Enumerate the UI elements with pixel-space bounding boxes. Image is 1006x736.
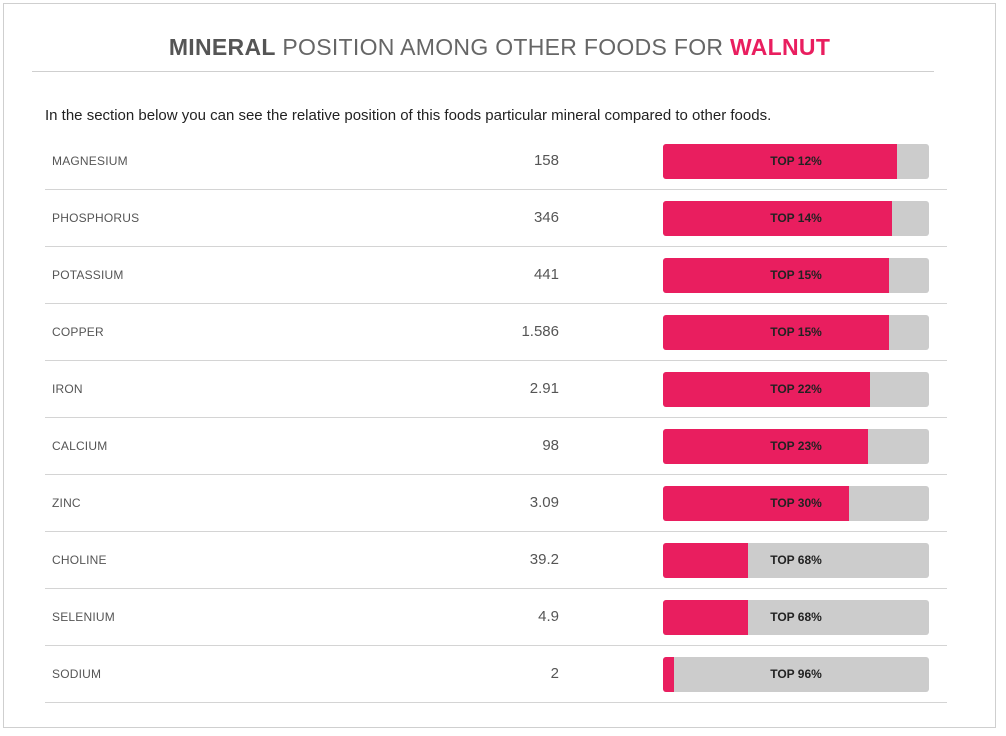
rank-bar-track: TOP 23%: [663, 429, 929, 464]
table-row: POTASSIUM 441 TOP 15%: [45, 247, 947, 304]
rank-label: TOP 15%: [770, 325, 822, 339]
mineral-list: MAGNESIUM 158 TOP 12% PHOSPHORUS 346 TOP 14% P…: [45, 133, 947, 703]
rank-label: TOP 22%: [770, 382, 822, 396]
title-divider: [32, 71, 934, 72]
table-row: CALCIUM 98 TOP 23%: [45, 418, 947, 475]
mineral-amount: 1.586: [521, 323, 559, 340]
mineral-name: SODIUM: [52, 667, 102, 681]
table-row: SODIUM 2 TOP 96%: [45, 646, 947, 703]
rank-bar-track: TOP 96%: [663, 657, 929, 692]
table-row: COPPER 1.586 TOP 15%: [45, 304, 947, 361]
mineral-amount: 158: [533, 152, 559, 169]
mineral-name: MAGNESIUM: [52, 154, 128, 168]
rank-label: TOP 68%: [770, 553, 822, 567]
mineral-card: MINERAL POSITION AMONG OTHER FOODS FOR W…: [3, 3, 996, 728]
rank-bar-fill: [663, 486, 850, 521]
table-row: MAGNESIUM 158 TOP 12%: [45, 133, 947, 190]
rank-label: TOP 30%: [770, 496, 822, 510]
mineral-name: SELENIUM: [52, 610, 115, 624]
rank-bar-fill: [663, 372, 871, 407]
mineral-name: COPPER: [52, 325, 104, 339]
rank-label: TOP 15%: [770, 268, 822, 282]
rank-bar-track: TOP 68%: [663, 543, 929, 578]
rank-bar-track: TOP 68%: [663, 600, 929, 635]
rank-label: TOP 68%: [770, 610, 822, 624]
table-row: ZINC 3.09 TOP 30%: [45, 475, 947, 532]
mineral-name: ZINC: [52, 496, 81, 510]
rank-bar-fill: [663, 144, 898, 179]
rank-label: TOP 96%: [770, 667, 822, 681]
rank-bar-fill: [663, 201, 892, 236]
rank-bar-track: TOP 30%: [663, 486, 929, 521]
rank-bar-fill: [663, 600, 749, 635]
mineral-amount: 98: [542, 437, 559, 454]
mineral-name: PHOSPHORUS: [52, 211, 140, 225]
mineral-amount: 441: [533, 266, 559, 283]
table-row: PHOSPHORUS 346 TOP 14%: [45, 190, 947, 247]
table-row: IRON 2.91 TOP 22%: [45, 361, 947, 418]
rank-label: TOP 23%: [770, 439, 822, 453]
rank-bar-track: TOP 14%: [663, 201, 929, 236]
mineral-amount: 4.9: [538, 608, 559, 625]
rank-bar-fill: [663, 429, 868, 464]
rank-bar-track: TOP 15%: [663, 258, 929, 293]
rank-bar-track: TOP 12%: [663, 144, 929, 179]
rank-label: TOP 14%: [770, 211, 822, 225]
title-mineral: MINERAL: [168, 34, 276, 60]
intro-text: In the section below you can see the rel…: [45, 107, 772, 124]
title-middle: POSITION AMONG OTHER FOODS FOR: [275, 34, 730, 60]
page-title: MINERAL POSITION AMONG OTHER FOODS FOR W…: [4, 34, 995, 61]
rank-bar-fill: [663, 315, 890, 350]
rank-bar-fill: [663, 543, 749, 578]
rank-bar-track: TOP 15%: [663, 315, 929, 350]
mineral-amount: 2.91: [529, 380, 559, 397]
mineral-amount: 3.09: [529, 494, 559, 511]
rank-bar-fill: [663, 657, 674, 692]
mineral-name: IRON: [52, 382, 83, 396]
mineral-amount: 346: [533, 209, 559, 226]
table-row: CHOLINE 39.2 TOP 68%: [45, 532, 947, 589]
mineral-amount: 39.2: [529, 551, 559, 568]
mineral-name: CALCIUM: [52, 439, 108, 453]
rank-label: TOP 12%: [770, 154, 822, 168]
mineral-name: CHOLINE: [52, 553, 107, 567]
mineral-name: POTASSIUM: [52, 268, 124, 282]
table-row: SELENIUM 4.9 TOP 68%: [45, 589, 947, 646]
mineral-amount: 2: [550, 665, 559, 682]
rank-bar-track: TOP 22%: [663, 372, 929, 407]
rank-bar-fill: [663, 258, 890, 293]
title-food: WALNUT: [730, 34, 831, 60]
